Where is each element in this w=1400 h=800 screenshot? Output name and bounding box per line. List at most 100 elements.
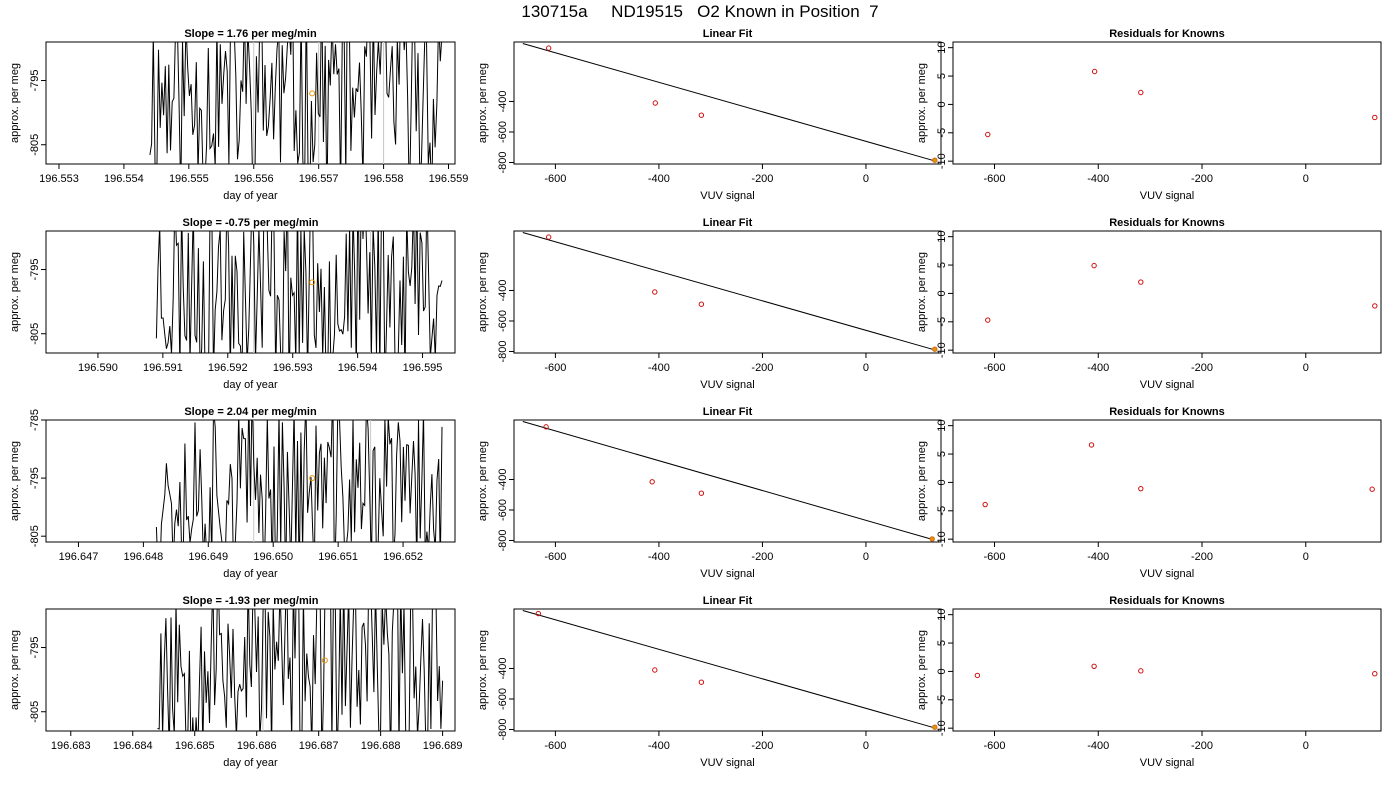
known-point bbox=[545, 234, 552, 240]
y-axis-label: approx. per meg bbox=[477, 63, 489, 143]
known-point bbox=[1138, 485, 1144, 492]
x-tick-label: -200 bbox=[1191, 551, 1213, 563]
x-tick-label: 196.688 bbox=[361, 740, 401, 752]
mean-marker-point bbox=[309, 279, 316, 286]
x-axis-label: VUV signal bbox=[1140, 757, 1194, 769]
y-tick-label: -795 bbox=[29, 70, 41, 92]
known-point bbox=[1138, 279, 1144, 285]
y-tick-label: 0 bbox=[936, 101, 948, 107]
panel-title: Slope = 2.04 per meg/min bbox=[184, 406, 317, 418]
plot-area bbox=[982, 442, 1375, 508]
fit-line bbox=[522, 232, 935, 351]
y-tick-label: -600 bbox=[497, 688, 509, 710]
mean-marker-point bbox=[309, 475, 316, 482]
x-tick-label: 196.684 bbox=[113, 740, 153, 752]
fit-line bbox=[522, 421, 933, 540]
plot-area bbox=[149, 42, 442, 164]
x-tick-label: 0 bbox=[863, 362, 869, 374]
panel-title: Slope = -0.75 per meg/min bbox=[182, 217, 318, 229]
panel-title: Residuals for Knowns bbox=[1109, 217, 1225, 229]
x-axis-label: day of year bbox=[223, 379, 278, 391]
y-tick-label: 10 bbox=[936, 231, 948, 243]
x-axis-label: day of year bbox=[223, 757, 278, 769]
y-tick-label: -800 bbox=[497, 718, 509, 740]
x-tick-label: 196.651 bbox=[318, 551, 358, 563]
y-tick-label: -600 bbox=[497, 499, 509, 521]
known-point bbox=[1088, 442, 1095, 448]
panel-r2c2: Linear Fit -600 -400 -200 0 -400 -600 -800 VUV s… bbox=[477, 217, 942, 391]
known-point bbox=[985, 317, 991, 323]
panel-title: Linear Fit bbox=[703, 217, 753, 229]
plot-area bbox=[985, 68, 1378, 138]
x-tick-label: 196.594 bbox=[338, 362, 378, 374]
x-tick-label: 196.649 bbox=[188, 551, 228, 563]
x-tick-label: -200 bbox=[751, 551, 773, 563]
x-tick-label: 196.689 bbox=[423, 740, 463, 752]
x-tick-label: -400 bbox=[1087, 740, 1109, 752]
y-axis-label: approx. per meg bbox=[477, 252, 489, 332]
x-tick-label: 196.592 bbox=[208, 362, 248, 374]
known-point bbox=[1091, 663, 1097, 670]
x-tick-label: 196.556 bbox=[234, 173, 274, 185]
x-tick-label: -200 bbox=[1191, 362, 1213, 374]
y-tick-label: -5 bbox=[936, 128, 948, 138]
y-axis-label: approx. per meg bbox=[9, 63, 21, 143]
sample-point bbox=[932, 346, 938, 352]
x-tick-label: -400 bbox=[648, 362, 670, 374]
x-tick-label: -600 bbox=[544, 173, 566, 185]
x-axis-label: VUV signal bbox=[700, 568, 754, 580]
x-tick-label: 196.647 bbox=[59, 551, 99, 563]
mean-marker-point bbox=[321, 657, 328, 664]
y-tick-label: -805 bbox=[29, 525, 41, 547]
panel-title: Residuals for Knowns bbox=[1109, 406, 1225, 418]
known-point bbox=[974, 672, 981, 679]
plot-frame bbox=[513, 230, 942, 354]
fit-line bbox=[522, 610, 935, 729]
x-tick-label: 196.593 bbox=[273, 362, 313, 374]
x-tick-label: -400 bbox=[1087, 551, 1109, 563]
known-point bbox=[698, 112, 705, 118]
x-tick-label: -600 bbox=[544, 362, 566, 374]
known-point bbox=[1372, 114, 1378, 121]
panel-r3c3: Residuals for Knowns -600 -400 -200 0 -10 -5 0 5… bbox=[916, 406, 1382, 580]
known-point bbox=[982, 501, 988, 508]
sample-point bbox=[932, 157, 938, 163]
plot-area bbox=[155, 231, 443, 353]
x-axis-label: VUV signal bbox=[1140, 568, 1194, 580]
known-point bbox=[1138, 668, 1144, 674]
x-axis-label: VUV signal bbox=[1140, 190, 1194, 202]
panel-title: Slope = 1.76 per meg/min bbox=[184, 28, 317, 40]
signal-series-line bbox=[157, 609, 444, 731]
y-tick-label: -400 bbox=[497, 468, 509, 490]
y-tick-label: -400 bbox=[497, 279, 509, 301]
known-point bbox=[698, 679, 705, 685]
y-tick-label: 0 bbox=[936, 668, 948, 674]
y-tick-label: -400 bbox=[497, 657, 509, 679]
panel-title: Linear Fit bbox=[703, 595, 753, 607]
x-tick-label: 196.590 bbox=[78, 362, 118, 374]
x-tick-label: 196.591 bbox=[143, 362, 183, 374]
plot-frame bbox=[952, 230, 1382, 354]
known-point bbox=[698, 490, 705, 496]
x-axis-label: VUV signal bbox=[700, 757, 754, 769]
x-tick-label: 196.687 bbox=[299, 740, 339, 752]
x-tick-label: -600 bbox=[544, 740, 566, 752]
panel-title: Linear Fit bbox=[703, 406, 753, 418]
y-tick-label: -805 bbox=[29, 323, 41, 345]
x-tick-label: 0 bbox=[863, 173, 869, 185]
known-point bbox=[985, 131, 991, 138]
sample-point bbox=[932, 724, 938, 730]
y-tick-label: -5 bbox=[936, 506, 948, 516]
y-tick-label: 5 bbox=[936, 640, 948, 646]
plot-frame bbox=[513, 41, 942, 165]
y-tick-label: 10 bbox=[936, 609, 948, 621]
y-tick-label: -10 bbox=[936, 153, 948, 169]
known-point bbox=[652, 100, 658, 106]
y-axis-label: approx. per meg bbox=[477, 630, 489, 710]
y-axis-label: approx. per meg bbox=[916, 630, 928, 710]
x-tick-label: -600 bbox=[983, 362, 1005, 374]
y-tick-label: 0 bbox=[936, 290, 948, 296]
plot-area bbox=[974, 663, 1378, 679]
plot-frame bbox=[952, 419, 1382, 543]
